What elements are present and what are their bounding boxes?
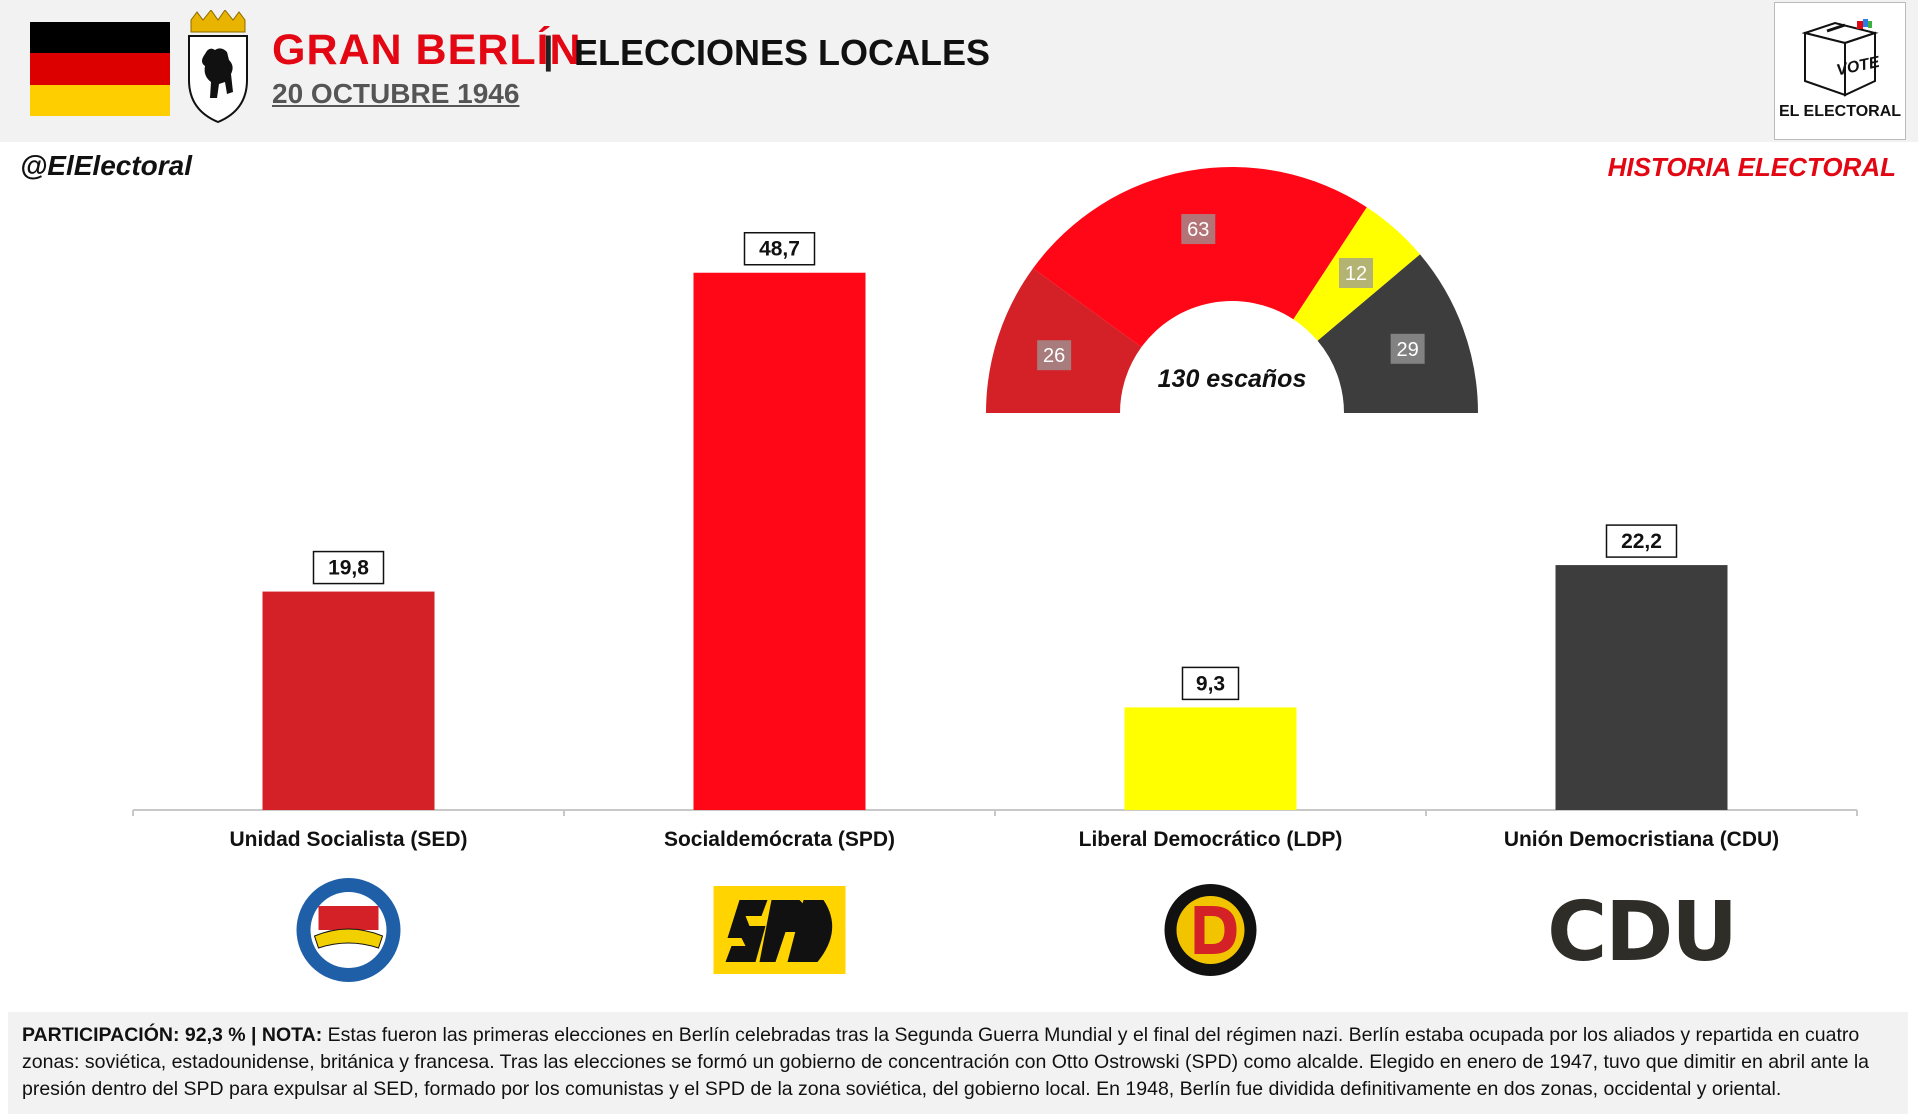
data-label-box [1605, 524, 1678, 558]
data-label: 19,8 [328, 557, 369, 580]
title-separator: | [543, 30, 554, 72]
cdu-logo-text: CDU [1547, 885, 1736, 980]
social-handle: @ElElectoral [20, 150, 193, 181]
note-label: NOTA: [261, 1024, 323, 1046]
results-chart: 19,8 Unidad Socialista (SED) 48,7 Socialdem… [132, 167, 1858, 982]
bar [693, 272, 866, 811]
participation-label: PARTICIPACIÓN: [22, 1024, 180, 1046]
donut-center-label: 130 escaños [1158, 365, 1307, 393]
sed-logo-hands [313, 928, 384, 949]
data-label-box [743, 231, 816, 266]
slice-label-box [1390, 333, 1425, 364]
category-label: Unión Democristiana (CDU) [1504, 828, 1779, 851]
spd-logo-icon [713, 886, 846, 974]
spd-logo-d [787, 900, 833, 962]
data-label: 22,2 [1621, 530, 1662, 553]
spd-logo-s [725, 900, 768, 962]
participation-value: 92,3 % [184, 1024, 246, 1046]
bar [1124, 707, 1297, 810]
berlin-coat-of-arms-icon [188, 10, 248, 124]
slice-label-box [1339, 258, 1374, 289]
brand-name: EL ELECTORAL [1778, 103, 1902, 120]
donut-slice [1032, 167, 1367, 348]
german-flag-icon [30, 22, 170, 116]
sed-logo-icon [296, 878, 401, 982]
donut-slice [1317, 254, 1478, 413]
ballot-box-icon: VOTE [1801, 19, 1882, 97]
bar [262, 591, 435, 810]
data-label: 9,3 [1196, 672, 1225, 695]
el-electoral-logo: VOTE EL ELECTORAL [1774, 2, 1906, 140]
header-banner: GRAN BERLÍN | ELECCIONES LOCALES 20 OCTU… [0, 0, 1918, 142]
slice-label: 12 [1345, 263, 1367, 285]
data-label: 48,7 [759, 238, 800, 261]
data-label-box [1181, 666, 1240, 701]
election-date: 20 OCTUBRE 1946 [272, 78, 520, 109]
category-label: Unidad Socialista (SED) [229, 828, 467, 851]
slice-label-box [1037, 340, 1072, 371]
slice-label: 63 [1187, 219, 1209, 241]
category-label: Liberal Democrático (LDP) [1079, 828, 1343, 851]
spd-logo-p [759, 900, 807, 962]
slice-label: 26 [1043, 345, 1065, 367]
footer-separator: | [251, 1024, 257, 1046]
slice-label-box [1181, 214, 1216, 245]
note-text: Estas fueron las primeras elecciones en … [22, 1024, 1870, 1100]
bar [1555, 565, 1728, 810]
slice-label: 29 [1397, 339, 1419, 361]
category-label: Socialdemócrata (SPD) [664, 828, 895, 851]
footer-note: PARTICIPACIÓN: 92,3 % | NOTA: Estas fuer… [8, 1012, 1908, 1114]
page-subtitle: ELECCIONES LOCALES [574, 32, 991, 73]
ldp-logo-d [1194, 906, 1237, 954]
cdu-logo-icon: CDU [1547, 885, 1738, 980]
data-label-box [312, 550, 385, 585]
ldp-logo-icon [1164, 884, 1257, 976]
page-title: GRAN BERLÍN [272, 26, 582, 74]
section-label: HISTORIA ELECTORAL [1607, 152, 1896, 182]
sed-logo-flag [318, 906, 379, 930]
